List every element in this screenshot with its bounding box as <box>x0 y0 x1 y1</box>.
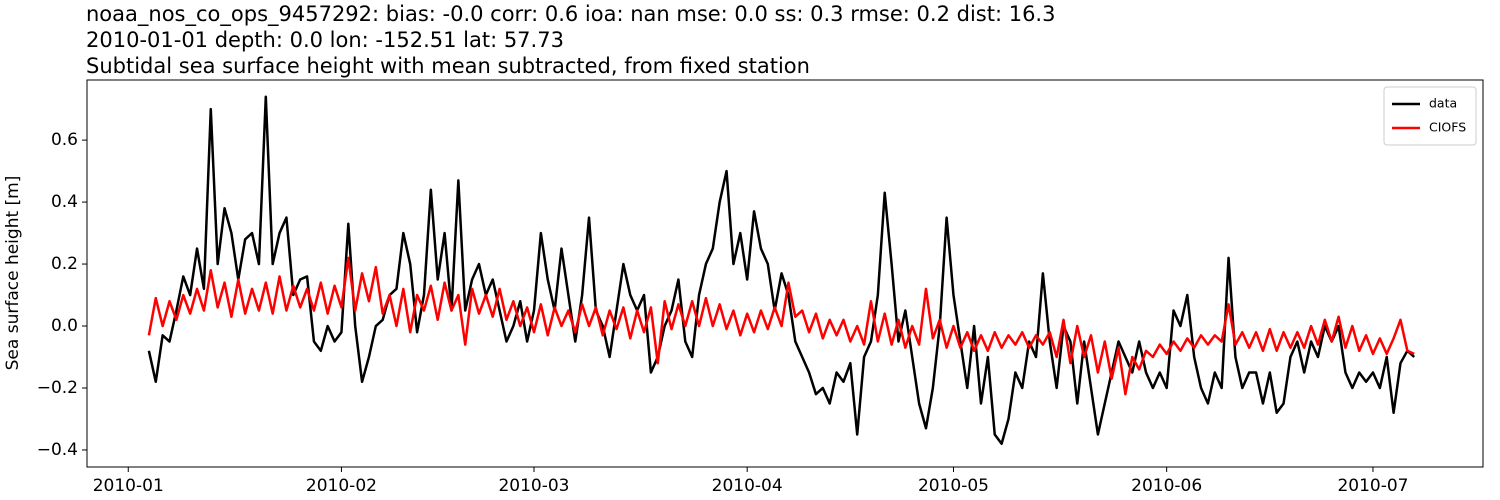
x-tick-label: 2010-07 <box>1337 476 1408 496</box>
y-axis-label: Sea surface height [m] <box>3 176 23 371</box>
series-line <box>147 95 1416 446</box>
plot-frame <box>86 79 1484 468</box>
chart-subtitle: Subtidal sea surface height with mean su… <box>86 54 810 78</box>
x-tick-label: 2010-05 <box>918 476 989 496</box>
chart-subtitle: 2010-01-01 depth: 0.0 lon: -152.51 lat: … <box>86 28 564 52</box>
x-tick-label: 2010-01 <box>93 476 164 496</box>
x-tick-label: 2010-04 <box>712 476 783 496</box>
chart-title: noaa_nos_co_ops_9457292: bias: -0.0 corr… <box>86 2 1055 27</box>
legend-label: data <box>1429 96 1457 111</box>
series-line <box>147 256 1415 396</box>
y-tick-label: 0.2 <box>51 254 78 274</box>
legend-box <box>1383 86 1477 146</box>
y-tick-label: 0.0 <box>51 316 78 336</box>
legend-label: CIOFS <box>1429 120 1466 135</box>
x-tick-label: 2010-06 <box>1131 476 1202 496</box>
y-tick-label: 0.4 <box>51 192 78 212</box>
y-tick-label: −0.4 <box>37 440 78 460</box>
y-tick-label: −0.2 <box>37 378 78 398</box>
x-tick-label: 2010-03 <box>498 476 569 496</box>
x-tick-label: 2010-02 <box>306 476 377 496</box>
y-tick-label: 0.6 <box>51 130 78 150</box>
